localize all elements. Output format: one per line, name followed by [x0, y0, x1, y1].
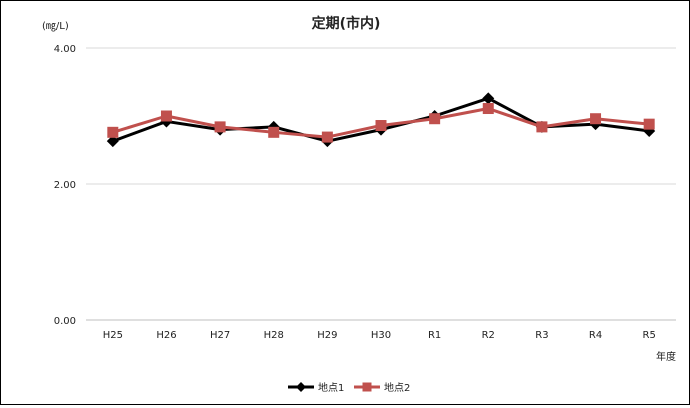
legend-marker: [296, 382, 306, 392]
legend-item: 地点2: [354, 381, 410, 394]
chart-title: 定期(市内): [312, 15, 381, 32]
x-tick-label: R5: [643, 330, 656, 341]
x-tick-label: R4: [589, 330, 602, 341]
y-tick-label: 0.00: [54, 316, 76, 327]
data-point: [590, 113, 602, 125]
x-tick-label: R1: [428, 330, 441, 341]
data-point: [107, 126, 119, 138]
x-tick-label: H30: [371, 330, 391, 341]
legend-label: 地点2: [384, 381, 410, 394]
y-tick-label: 2.00: [54, 180, 76, 191]
data-point: [160, 110, 172, 122]
data-point: [321, 131, 333, 143]
legend-marker: [362, 382, 372, 392]
x-tick-label: H29: [317, 330, 337, 341]
series-2: [107, 103, 655, 143]
data-point: [429, 113, 441, 125]
data-point: [106, 135, 119, 148]
x-tick-label: H26: [156, 330, 176, 341]
data-point: [214, 121, 226, 133]
x-tick-label: H28: [264, 330, 284, 341]
data-point: [375, 120, 387, 132]
x-tick-label: R3: [535, 330, 548, 341]
legend-label: 地点1: [318, 381, 344, 394]
x-tick-label: R2: [482, 330, 495, 341]
legend-item: 地点1: [288, 381, 344, 394]
data-point: [536, 121, 548, 133]
x-axis-title: 年度: [656, 350, 676, 363]
data-point: [643, 118, 655, 130]
y-unit-label: (㎎/L): [42, 21, 69, 32]
y-tick-label: 4.00: [54, 44, 76, 55]
data-point: [482, 103, 494, 115]
data-point: [482, 92, 495, 105]
x-tick-label: H27: [210, 330, 230, 341]
data-point: [643, 124, 656, 137]
data-point: [268, 126, 280, 138]
x-tick-label: H25: [103, 330, 123, 341]
